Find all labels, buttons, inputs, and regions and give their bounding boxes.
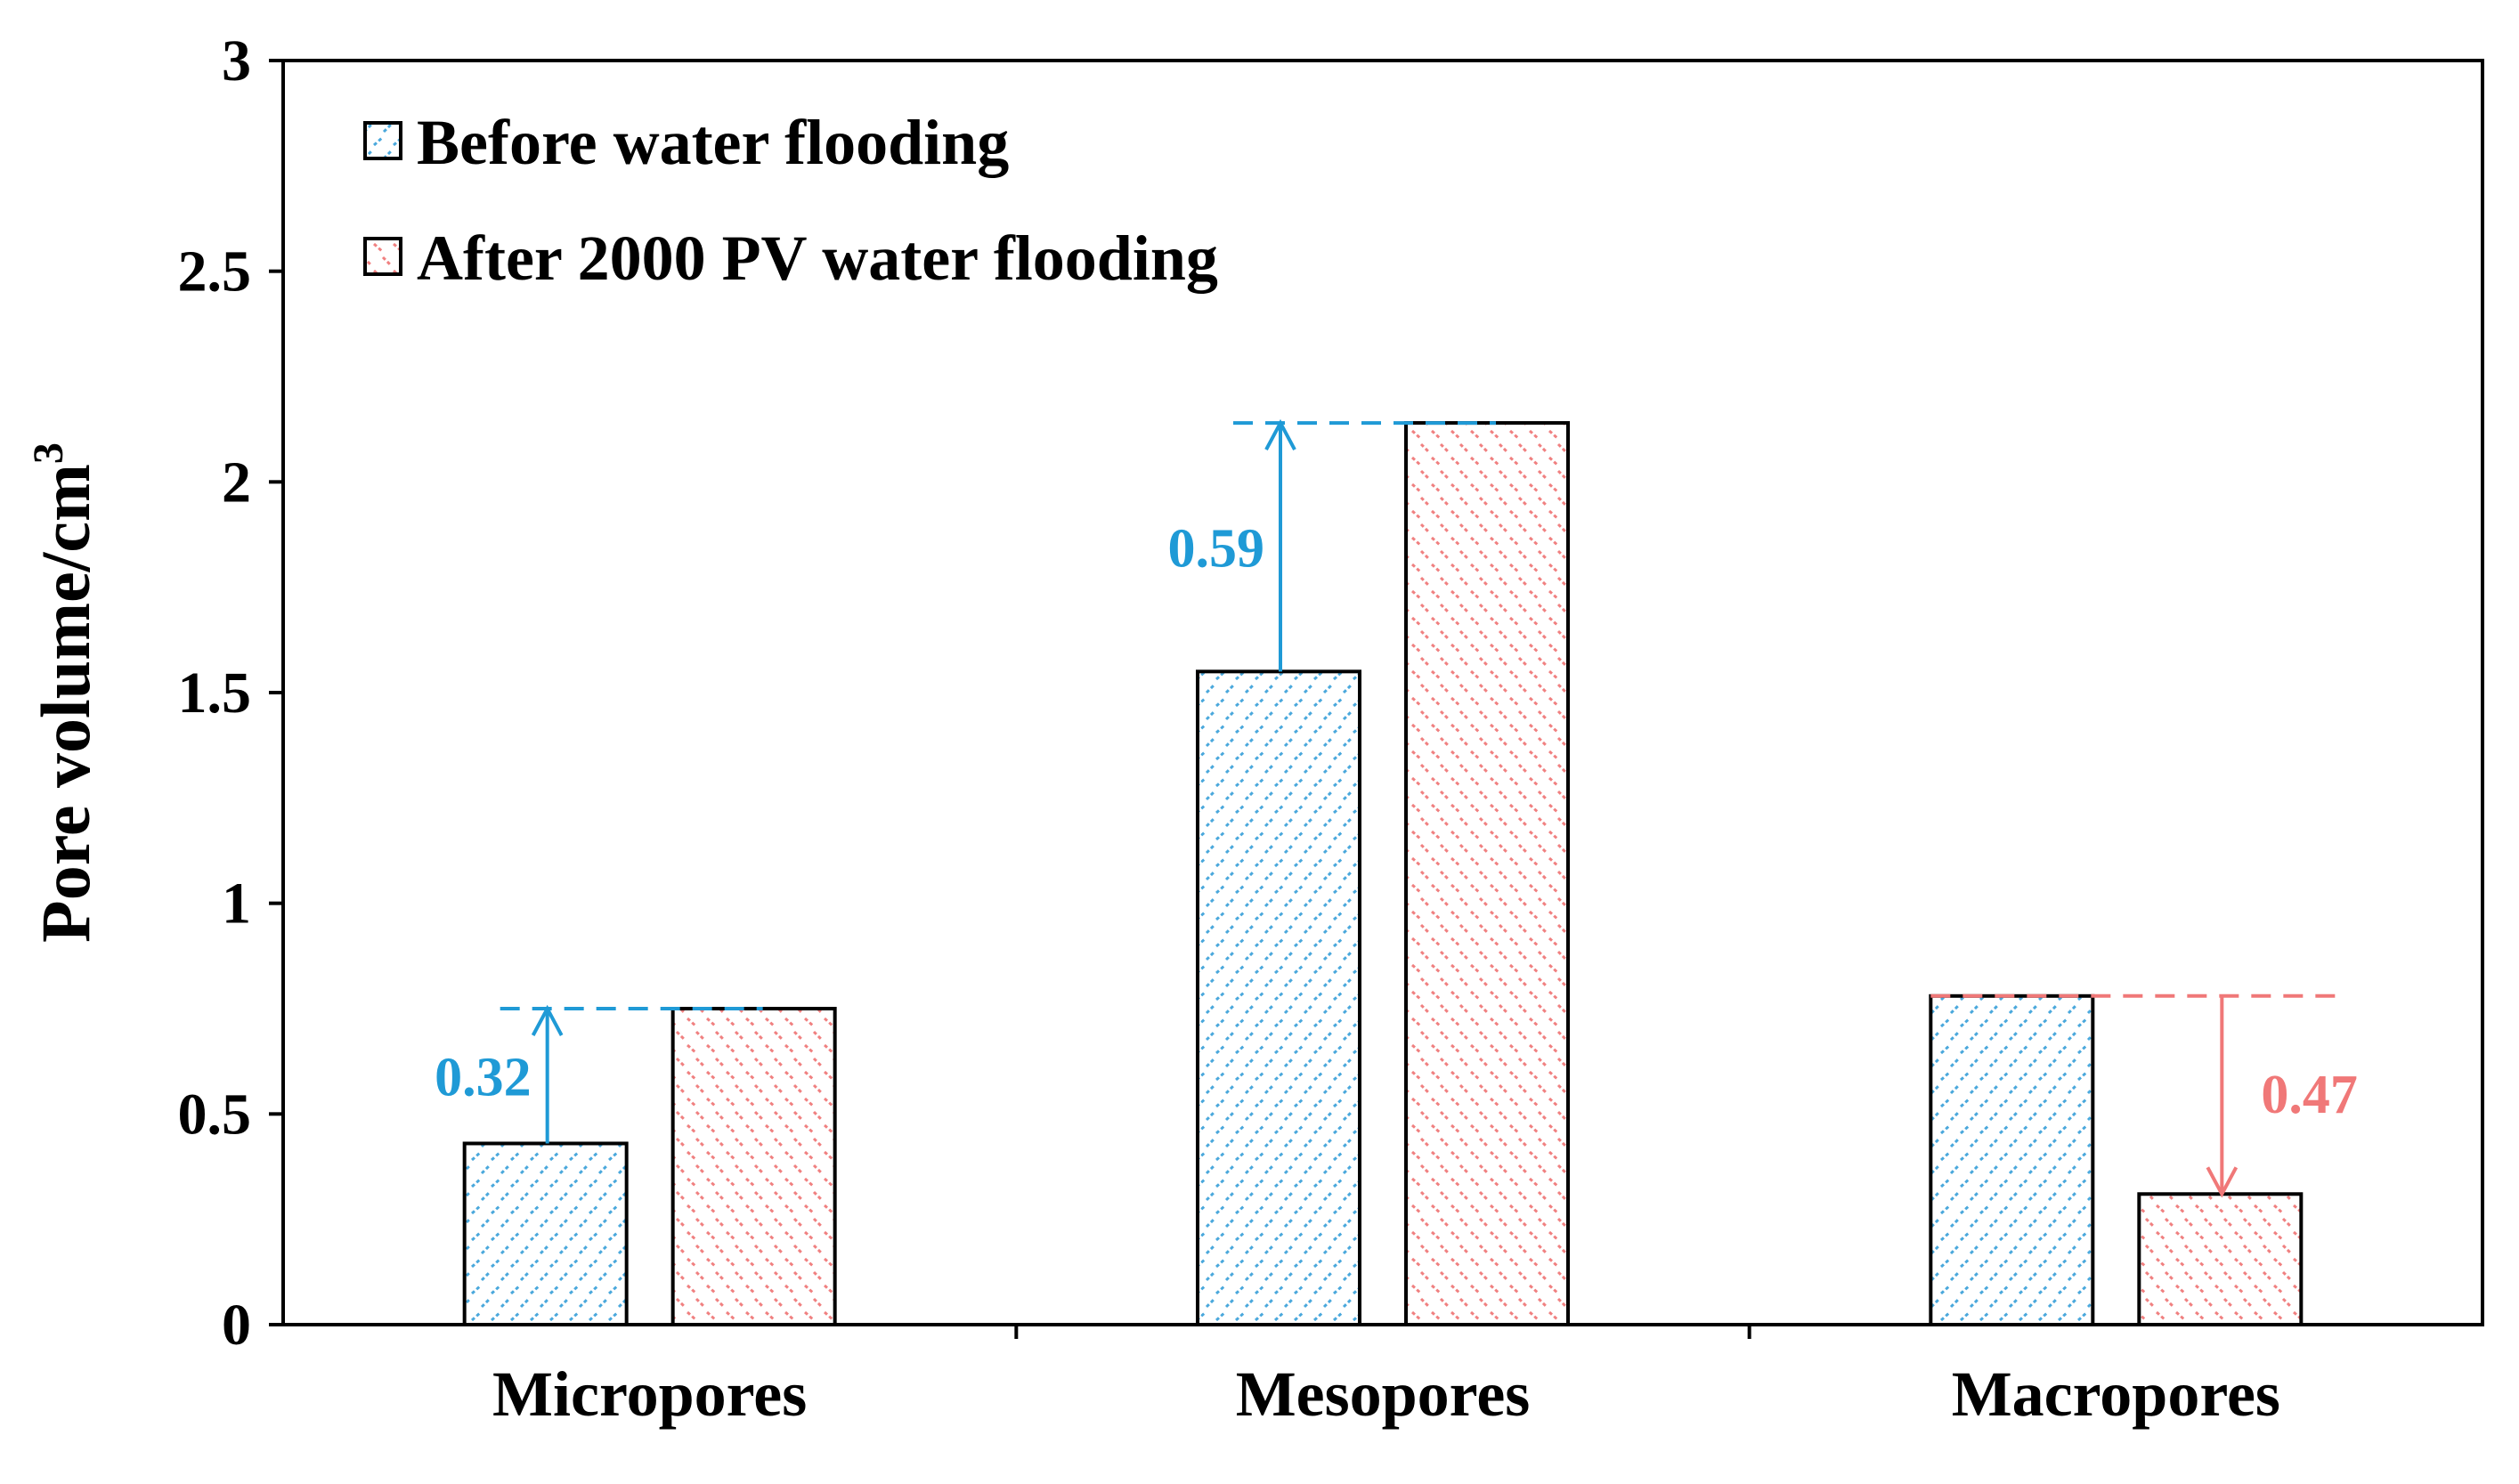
legend: Before water flooding After 2000 PV water… bbox=[363, 107, 1218, 294]
bar-after-mesopores bbox=[1404, 421, 1570, 1327]
change-value-label: 0.32 bbox=[435, 1048, 532, 1108]
bar-before-micropores bbox=[462, 1141, 629, 1327]
annotations-layer: 0.32 0.59 0.47 bbox=[435, 418, 2358, 1198]
legend-label-after: After 2000 PV water flooding bbox=[417, 223, 1218, 294]
y-axis-label: Pore volume/cm3 bbox=[25, 442, 104, 943]
change-arrow-head bbox=[2206, 1166, 2239, 1198]
y-tick-label: 0.5 bbox=[178, 1082, 252, 1147]
change-value-label: 0.59 bbox=[1168, 519, 1265, 580]
change-value-label: 0.47 bbox=[2261, 1065, 2358, 1125]
y-tick-label: 1 bbox=[222, 872, 251, 937]
x-category-label: Micropores bbox=[492, 1358, 807, 1430]
y-tick-label: 2 bbox=[222, 450, 251, 515]
axes-layer: 0 0.5 1 1.5 2 2.5 3 Micropores Mesopores Macropor… bbox=[178, 28, 2280, 1430]
bar-after-macropores bbox=[2137, 1192, 2304, 1327]
change-arrow-head bbox=[531, 1004, 564, 1036]
x-category-label: Macropores bbox=[1952, 1358, 2280, 1430]
bar-before-mesopores bbox=[1196, 669, 1361, 1326]
legend-label-before: Before water flooding bbox=[417, 107, 1009, 178]
y-axis-label-superscript: 3 bbox=[25, 442, 72, 464]
y-tick-label: 3 bbox=[222, 28, 251, 93]
y-axis-label-text: Pore volume/cm bbox=[27, 464, 104, 943]
legend-swatch-before bbox=[363, 121, 402, 160]
legend-swatch-after bbox=[363, 237, 402, 276]
y-tick-label: 2.5 bbox=[178, 239, 252, 304]
x-category-label: Mesopores bbox=[1236, 1358, 1531, 1430]
y-tick-label: 1.5 bbox=[178, 661, 252, 726]
y-tick-label: 0 bbox=[222, 1293, 251, 1358]
bar-after-micropores bbox=[670, 1007, 837, 1326]
change-arrow-head bbox=[1264, 418, 1296, 451]
bar-before-macropores bbox=[1929, 993, 2095, 1327]
bars-layer bbox=[462, 421, 2304, 1327]
